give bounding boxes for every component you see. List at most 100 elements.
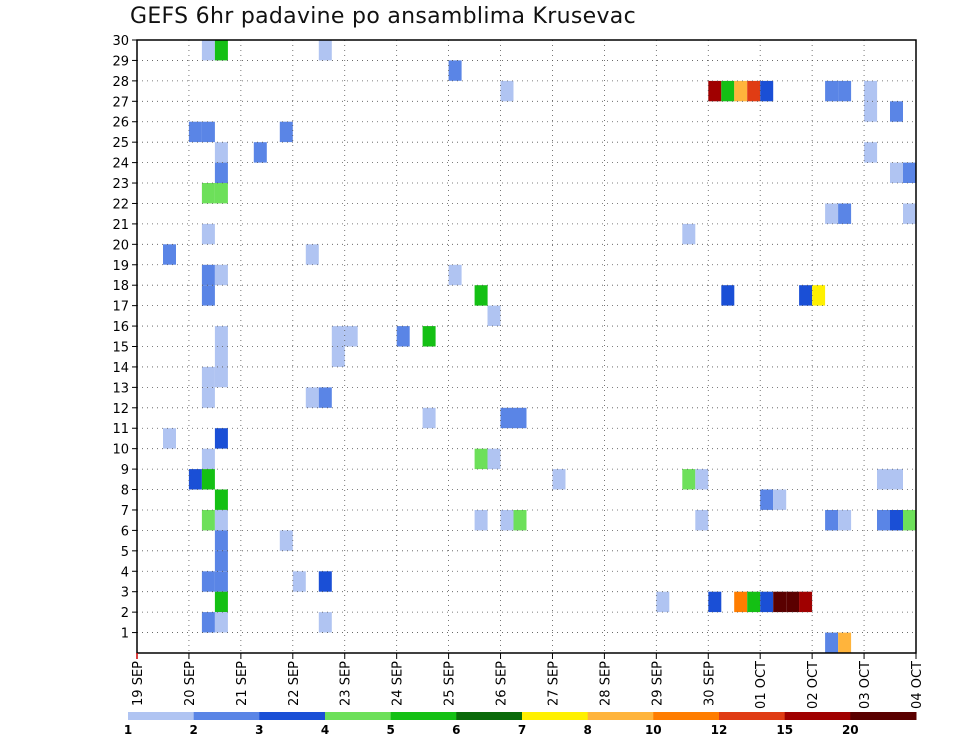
heatmap-cell (825, 203, 839, 224)
heatmap-cell (773, 489, 787, 510)
colorbar-label: 8 (584, 723, 592, 737)
heatmap-cell (201, 264, 215, 286)
colorbar-swatch (587, 712, 654, 720)
heatmap-cell (201, 612, 215, 633)
y-tick-label: 20 (112, 238, 129, 253)
y-tick-label: 5 (121, 545, 129, 560)
colorbar-label: 7 (518, 723, 526, 737)
colorbar-label: 20 (842, 723, 859, 737)
heatmap-cell (500, 510, 514, 531)
x-tick-label: 04 OCT (910, 661, 925, 709)
x-tick-label: 21 SEP (235, 661, 250, 706)
heatmap-cell (201, 469, 215, 490)
heatmap-cell (825, 80, 839, 102)
heatmap-cell (812, 285, 826, 306)
colorbar-swatch (784, 712, 851, 720)
heatmap-cell (513, 510, 527, 531)
heatmap-cell (760, 80, 774, 102)
heatmap-cell (877, 469, 890, 490)
y-tick-label: 8 (121, 484, 129, 499)
heatmap-cell (552, 469, 566, 490)
heatmap-cell (214, 510, 228, 531)
y-tick-label: 19 (112, 259, 129, 274)
heatmap-cell (656, 591, 670, 613)
y-tick-label: 10 (112, 443, 129, 458)
heatmap-cell (331, 326, 345, 347)
colorbar-swatch (719, 712, 786, 720)
colorbar-label: 3 (255, 723, 263, 737)
x-tick-label: 03 OCT (858, 661, 873, 709)
y-tick-label: 17 (112, 300, 129, 315)
heatmap-cell (890, 101, 903, 122)
heatmap-cell (318, 387, 332, 408)
heatmap-cell (682, 469, 696, 490)
ticks-layer: 1234567891011121314151617181920212223242… (112, 34, 925, 709)
colorbar-label: 15 (776, 723, 793, 737)
heatmap-cell (487, 305, 501, 326)
x-tick-label: 22 SEP (287, 661, 302, 706)
heatmap-cell (214, 264, 228, 286)
colorbar-swatch (850, 712, 917, 720)
heatmap-cell (838, 632, 852, 653)
heatmap-cell (682, 223, 696, 245)
heatmap-cell (214, 346, 228, 367)
heatmap-cell (708, 591, 722, 613)
y-tick-label: 4 (121, 565, 129, 580)
y-tick-label: 9 (121, 463, 129, 478)
cells-layer (163, 40, 916, 653)
heatmap-cell (474, 448, 488, 470)
heatmap-cell (214, 40, 228, 61)
colorbar-label: 6 (452, 723, 460, 737)
y-tick-label: 22 (112, 197, 129, 212)
heatmap-cell (331, 346, 345, 367)
heatmap-cell (825, 510, 839, 531)
heatmap-cell (279, 121, 293, 143)
colorbar-swatch (653, 712, 720, 720)
heatmap-cell (188, 469, 202, 490)
heatmap-cell (799, 285, 813, 306)
x-tick-label: 20 SEP (183, 661, 198, 706)
heatmap-cell (864, 80, 878, 102)
y-tick-label: 23 (112, 177, 129, 192)
grid-layer (137, 40, 916, 653)
heatmap-cell (695, 469, 709, 490)
heatmap-cell (747, 80, 761, 102)
y-tick-label: 16 (112, 320, 129, 335)
heatmap-cell (474, 285, 488, 306)
heatmap-cell (890, 469, 903, 490)
y-tick-label: 11 (112, 422, 129, 437)
y-tick-label: 25 (112, 136, 129, 151)
heatmap-cell (214, 550, 228, 572)
heatmap-cell (721, 80, 735, 102)
y-tick-label: 28 (112, 75, 129, 90)
x-tick-label: 24 SEP (391, 661, 406, 706)
colorbar: 1 2 3 4 5 6 7 8 10 12 15 20 (124, 712, 917, 737)
y-tick-label: 7 (121, 504, 129, 519)
heatmap-cell (838, 510, 852, 531)
heatmap-cell (799, 591, 813, 613)
heatmap-cell (214, 428, 228, 449)
y-tick-label: 29 (112, 54, 129, 69)
y-tick-label: 2 (121, 606, 129, 621)
x-tick-label: 29 SEP (650, 661, 665, 706)
colorbar-label: 5 (387, 723, 395, 737)
heatmap-cell (201, 121, 215, 143)
colorbar-swatch (259, 712, 326, 720)
heatmap-cell (201, 366, 215, 388)
colorbar-label: 10 (645, 723, 662, 737)
heatmap-cell (396, 326, 410, 347)
heatmap-cell (760, 591, 774, 613)
heatmap-cell (214, 612, 228, 633)
heatmap-cell (214, 183, 228, 204)
heatmap-cell (448, 60, 462, 81)
colorbar-label: 2 (190, 723, 198, 737)
heatmap-cell (734, 80, 748, 102)
y-tick-label: 3 (121, 586, 129, 601)
heatmap-cell (214, 162, 228, 183)
heatmap-cell (760, 489, 774, 510)
heatmap-cell (344, 326, 358, 347)
x-tick-label: 23 SEP (339, 661, 354, 706)
colorbar-label: 4 (321, 723, 329, 737)
heatmap-cell (890, 510, 903, 531)
